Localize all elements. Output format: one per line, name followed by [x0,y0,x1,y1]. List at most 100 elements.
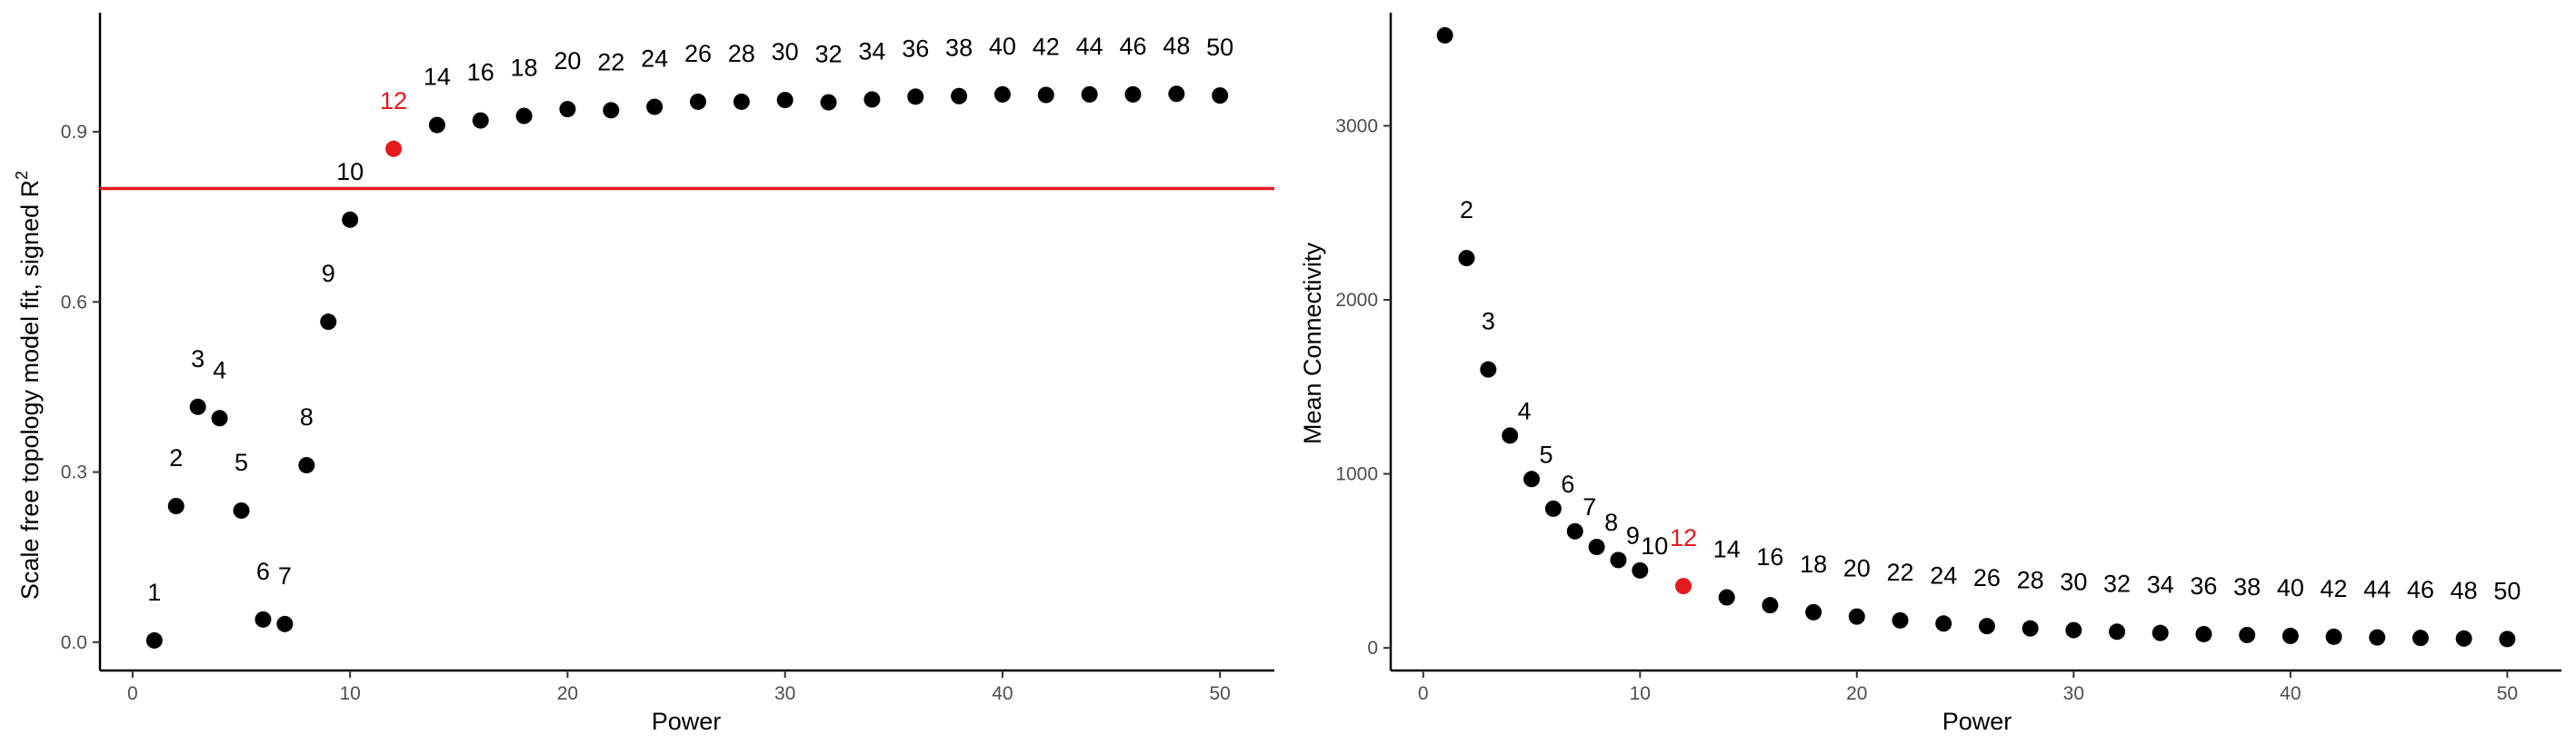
point-label: 22 [1886,559,1913,586]
data-point [2239,626,2256,643]
data-point [2065,621,2082,639]
x-axis-title: Power [1942,708,2012,735]
data-point [342,211,359,228]
y-tick-label: 0.3 [61,462,87,483]
point-label: 6 [256,558,270,585]
data-point [2325,628,2342,645]
data-point [689,93,706,110]
point-label: 40 [989,33,1016,60]
point-label: 50 [1206,34,1233,61]
point-label: 36 [2190,572,2217,600]
data-point [2455,630,2472,647]
data-point [2411,630,2429,647]
point-label: 40 [2277,574,2304,601]
x-tick-label: 0 [127,683,138,704]
data-point [255,611,272,628]
data-point [1458,250,1475,267]
data-point [2109,623,2126,641]
point-label: 14 [1713,536,1741,563]
point-label: 34 [2147,571,2174,599]
x-axis-title: Power [652,708,722,735]
x-tick-label: 40 [2280,683,2301,704]
point-label: 44 [2363,576,2391,603]
x-tick-label: 50 [1210,683,1231,704]
data-point [167,498,185,514]
point-label: 8 [300,403,314,431]
y-tick-label: 2000 [1335,290,1378,311]
mean-connectivity-panel: Mean Connectivity Power 0 10 20 30 40 50 0 1000… [1299,13,2561,735]
point-label: 4 [1518,397,1532,424]
y-axis-title-text: Scale free topology model fit, signed R [16,180,44,600]
point-label: 3 [1482,308,1495,335]
data-point [2022,620,2039,637]
y-axis-title: Scale free topology model fit, signed R2 [13,171,44,600]
data-point [993,85,1011,103]
point-label: 7 [1583,493,1596,521]
y-axis-title: Mean Connectivity [1299,242,1326,444]
point-label: 10 [336,158,364,185]
point-label: 28 [728,40,755,67]
point-label: 26 [684,40,712,67]
data-point [1978,618,1995,635]
highlighted-point-label: 12 [1670,524,1697,551]
point-label: 28 [2017,567,2044,594]
point-label: 22 [597,48,624,75]
data-point [1935,615,1952,632]
data-point [2369,629,2386,646]
data-point [1480,361,1497,378]
data-point [1502,427,1519,444]
point-label: 36 [902,35,929,62]
point-label: 18 [511,55,538,82]
point-label: 24 [641,45,668,73]
point-label: 18 [1800,551,1827,578]
y-tick-label: 0 [1367,638,1378,659]
point-label: 26 [1973,564,2001,591]
point-label: 20 [554,47,581,75]
point-label: 30 [2060,569,2087,596]
x-tick-label: 20 [557,683,578,704]
x-tick-label: 50 [2497,683,2518,704]
point-label: 24 [1930,561,1957,589]
point-label: 9 [322,260,335,287]
point-label: 2 [1460,196,1473,224]
x-tick-label: 0 [1418,683,1429,704]
point-label: 16 [1756,543,1783,571]
point-label: 46 [2407,576,2434,603]
data-point [2281,627,2299,644]
data-point [1632,561,1649,579]
scale-free-fit-panel: Scale free topology model fit, signed R2… [13,13,1274,735]
x-tick-label: 10 [339,683,360,704]
point-label: 5 [235,449,248,476]
x-tick-label: 30 [774,683,795,704]
data-point [733,93,750,110]
data-point [320,313,337,331]
point-label: 3 [191,345,205,373]
y-axis-title-superscript: 2 [13,171,31,180]
x-tick-label: 20 [1846,683,1867,704]
x-tick-label: 10 [1630,683,1651,704]
point-label: 5 [1540,441,1553,468]
point-label: 48 [2451,577,2478,604]
data-point [515,107,533,124]
x-tick-label: 40 [992,683,1013,704]
point-label: 44 [1076,33,1103,60]
point-label: 34 [858,37,885,65]
data-point [1523,471,1541,488]
point-label: 16 [467,59,494,86]
data-point [559,101,576,118]
data-point [1037,86,1054,104]
point-label: 46 [1119,33,1146,60]
point-label: 30 [772,38,799,65]
point-label: 42 [2321,575,2348,602]
point-label: 32 [2103,570,2131,597]
highlighted-data-point [385,140,402,157]
data-point [1892,611,1909,629]
x-tick-label: 30 [2063,683,2084,704]
data-point [1212,87,1229,104]
data-point [1805,603,1822,621]
data-point [1762,597,1779,614]
data-point [907,88,924,105]
point-label: 14 [424,64,451,91]
y-tick-label: 1000 [1335,464,1378,485]
